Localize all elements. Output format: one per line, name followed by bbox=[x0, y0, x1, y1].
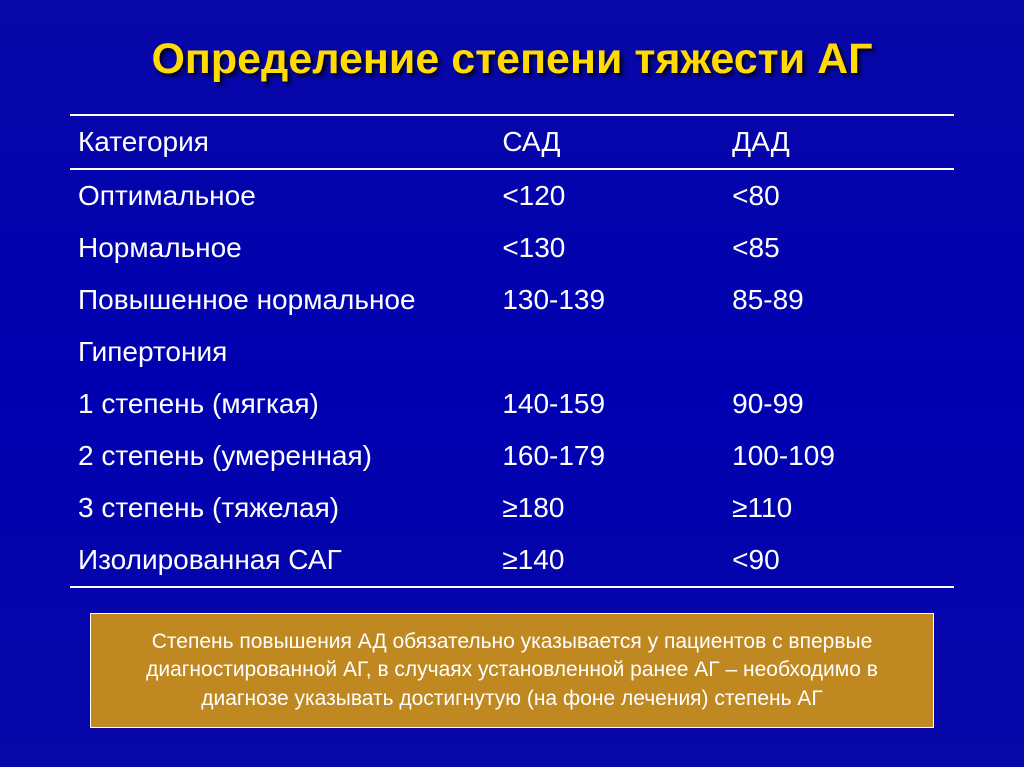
cell-dad: ≥110 bbox=[724, 482, 954, 534]
table-row: 3 степень (тяжелая) ≥180 ≥110 bbox=[70, 482, 954, 534]
cell-dad: <80 bbox=[724, 169, 954, 222]
cell-category: 2 степень (умеренная) bbox=[70, 430, 494, 482]
cell-category: Повышенное нормальное bbox=[70, 274, 494, 326]
note-box: Степень повышения АД обязательно указыва… bbox=[90, 613, 934, 728]
cell-category: 1 степень (мягкая) bbox=[70, 378, 494, 430]
cell-category: Гипертония bbox=[70, 326, 494, 378]
header-dad: ДАД bbox=[724, 115, 954, 169]
header-sad: САД bbox=[494, 115, 724, 169]
table-header-row: Категория САД ДАД bbox=[70, 115, 954, 169]
cell-category: Изолированная САГ bbox=[70, 534, 494, 587]
table-row: Изолированная САГ ≥140 <90 bbox=[70, 534, 954, 587]
classification-table: Категория САД ДАД Оптимальное <120 <80 Н… bbox=[70, 114, 954, 588]
cell-dad: 100-109 bbox=[724, 430, 954, 482]
cell-sad: ≥140 bbox=[494, 534, 724, 587]
cell-sad: 130-139 bbox=[494, 274, 724, 326]
table-row: Нормальное <130 <85 bbox=[70, 222, 954, 274]
cell-category: Нормальное bbox=[70, 222, 494, 274]
table-row: Гипертония bbox=[70, 326, 954, 378]
cell-sad: <130 bbox=[494, 222, 724, 274]
cell-category: Оптимальное bbox=[70, 169, 494, 222]
cell-dad bbox=[724, 326, 954, 378]
header-category: Категория bbox=[70, 115, 494, 169]
cell-sad: <120 bbox=[494, 169, 724, 222]
cell-dad: <85 bbox=[724, 222, 954, 274]
classification-table-container: Категория САД ДАД Оптимальное <120 <80 Н… bbox=[70, 114, 954, 588]
cell-dad: 85-89 bbox=[724, 274, 954, 326]
cell-sad: 160-179 bbox=[494, 430, 724, 482]
table-row: Повышенное нормальное 130-139 85-89 bbox=[70, 274, 954, 326]
table-row: 1 степень (мягкая) 140-159 90-99 bbox=[70, 378, 954, 430]
cell-dad: <90 bbox=[724, 534, 954, 587]
cell-sad: 140-159 bbox=[494, 378, 724, 430]
cell-sad: ≥180 bbox=[494, 482, 724, 534]
slide-title: Определение степени тяжести АГ bbox=[0, 0, 1024, 114]
table-row: Оптимальное <120 <80 bbox=[70, 169, 954, 222]
cell-dad: 90-99 bbox=[724, 378, 954, 430]
cell-sad bbox=[494, 326, 724, 378]
table-row: 2 степень (умеренная) 160-179 100-109 bbox=[70, 430, 954, 482]
cell-category: 3 степень (тяжелая) bbox=[70, 482, 494, 534]
